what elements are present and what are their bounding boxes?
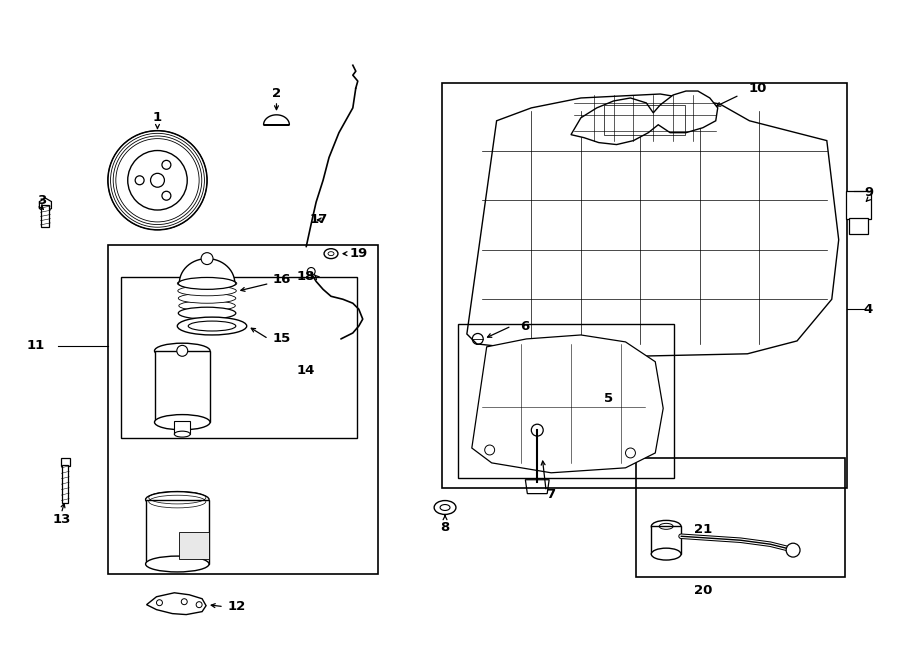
- Polygon shape: [40, 198, 51, 212]
- Text: 19: 19: [349, 247, 368, 260]
- Ellipse shape: [440, 504, 450, 510]
- Polygon shape: [264, 115, 290, 125]
- Ellipse shape: [155, 414, 210, 430]
- Bar: [458, 324, 674, 478]
- Bar: [636, 458, 845, 577]
- Text: 5: 5: [604, 392, 613, 405]
- Bar: [155, 351, 210, 422]
- Ellipse shape: [146, 556, 209, 572]
- Text: 16: 16: [272, 273, 291, 286]
- Bar: [604, 105, 685, 135]
- Circle shape: [201, 253, 213, 264]
- Polygon shape: [179, 532, 209, 559]
- Bar: [175, 421, 190, 434]
- Ellipse shape: [178, 307, 236, 319]
- Polygon shape: [147, 593, 206, 615]
- Polygon shape: [571, 91, 717, 145]
- Polygon shape: [179, 258, 235, 284]
- Polygon shape: [467, 94, 839, 357]
- Bar: [442, 83, 847, 488]
- Text: 7: 7: [546, 488, 555, 501]
- Text: 20: 20: [694, 584, 712, 598]
- Text: 12: 12: [228, 600, 246, 613]
- Ellipse shape: [177, 278, 237, 288]
- Ellipse shape: [178, 293, 236, 303]
- Ellipse shape: [328, 252, 334, 256]
- Text: 6: 6: [519, 319, 529, 332]
- Bar: [61, 458, 69, 466]
- Bar: [146, 500, 209, 564]
- Ellipse shape: [146, 492, 209, 508]
- Text: 21: 21: [694, 523, 712, 536]
- Text: 13: 13: [52, 513, 70, 526]
- Bar: [121, 278, 356, 438]
- Ellipse shape: [434, 500, 456, 514]
- Bar: [62, 465, 68, 502]
- Bar: [41, 205, 50, 227]
- Text: 1: 1: [153, 111, 162, 124]
- Ellipse shape: [179, 308, 235, 318]
- Text: 15: 15: [273, 332, 291, 346]
- Text: 10: 10: [748, 81, 767, 95]
- Bar: [652, 526, 681, 554]
- Bar: [108, 245, 378, 574]
- Circle shape: [176, 346, 188, 356]
- Bar: [849, 218, 868, 234]
- Ellipse shape: [175, 431, 190, 437]
- Text: 4: 4: [864, 303, 873, 316]
- Ellipse shape: [177, 317, 247, 335]
- Text: 9: 9: [864, 186, 873, 199]
- Text: 3: 3: [37, 194, 46, 207]
- Ellipse shape: [178, 278, 236, 290]
- Text: 18: 18: [297, 270, 315, 283]
- Ellipse shape: [188, 321, 236, 331]
- Bar: [846, 191, 871, 219]
- Ellipse shape: [155, 343, 210, 358]
- Ellipse shape: [652, 548, 681, 560]
- Text: 11: 11: [26, 339, 45, 352]
- Ellipse shape: [652, 520, 681, 532]
- Polygon shape: [472, 335, 663, 473]
- Polygon shape: [526, 480, 549, 494]
- Ellipse shape: [178, 286, 237, 295]
- Circle shape: [787, 543, 800, 557]
- Text: 2: 2: [272, 87, 281, 100]
- Text: 8: 8: [440, 521, 450, 534]
- Ellipse shape: [324, 249, 338, 258]
- Text: 14: 14: [297, 364, 315, 377]
- Text: 17: 17: [310, 214, 328, 227]
- Ellipse shape: [179, 301, 235, 311]
